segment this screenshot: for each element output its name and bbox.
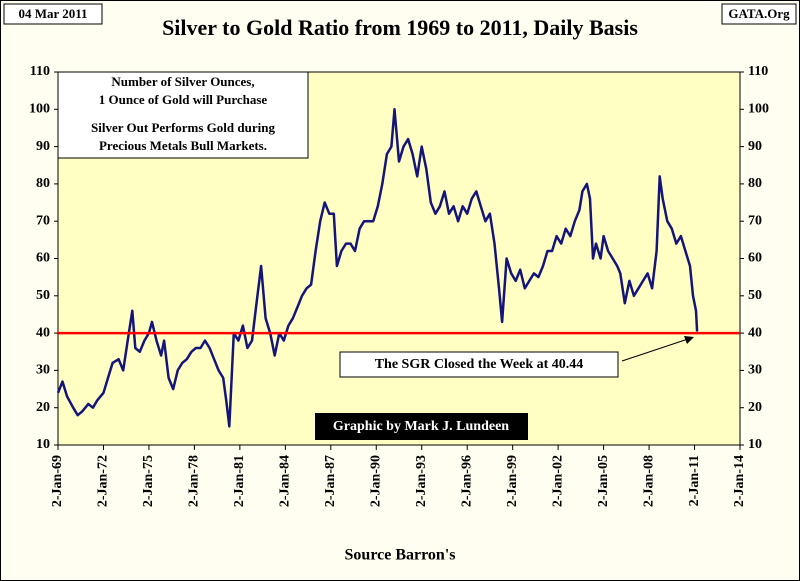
x-tick-label: 2-Jan-02 (550, 455, 565, 507)
y2-tick-label: 50 (748, 288, 762, 303)
x-tick-label: 2-Jan-99 (505, 455, 520, 507)
x-tick-label: 2-Jan-75 (141, 455, 156, 507)
y-tick-label: 100 (29, 102, 50, 117)
y-tick-label: 50 (36, 288, 50, 303)
y2-tick-label: 90 (748, 139, 762, 154)
x-tick-label: 2-Jan-84 (278, 455, 293, 507)
x-tick-label: 2-Jan-78 (187, 455, 202, 507)
x-tick-label: 2-Jan-96 (459, 455, 474, 507)
note-line: Number of Silver Ounces, (111, 74, 254, 89)
series-line (56, 108, 699, 428)
y2-tick-label: 10 (748, 437, 762, 452)
x-tick-label: 2-Jan-81 (232, 455, 247, 507)
site-box (721, 3, 797, 25)
x-axis-label: Source Barron's (345, 547, 456, 564)
x-tick-label: 2-Jan-93 (414, 455, 429, 507)
callout: The SGR Closed the Week at 40.44 (375, 357, 584, 372)
y-tick-label: 80 (36, 176, 50, 191)
y-tick-label: 110 (30, 64, 50, 79)
credit: Graphic by Mark J. Lundeen (333, 419, 509, 434)
date-label: 04 Mar 2011 (18, 6, 87, 21)
x-tick-label: 2-Jan-69 (50, 455, 65, 507)
y2-tick-label: 80 (748, 176, 762, 191)
y2-tick-label: 40 (748, 325, 762, 340)
y2-tick-label: 20 (748, 400, 762, 415)
site-label: GATA.Org (728, 6, 790, 21)
y2-tick-label: 100 (748, 102, 769, 117)
note-box (57, 71, 309, 159)
x-tick-label: 2-Jan-72 (96, 455, 111, 507)
note-line: Silver Out Performs Gold during (91, 120, 275, 135)
callout-arrow (621, 338, 689, 362)
callout-box (339, 351, 619, 378)
y2-tick-label: 70 (748, 213, 762, 228)
x-tick-label: 2-Jan-90 (368, 455, 383, 507)
y-tick-label: 60 (36, 251, 50, 266)
y-tick-label: 70 (36, 213, 50, 228)
chart-title: Silver to Gold Ratio from 1969 to 2011, … (162, 15, 638, 40)
y-tick-label: 90 (36, 139, 50, 154)
x-tick-label: 2-Jan-87 (323, 455, 338, 507)
y-tick-label: 20 (36, 400, 50, 415)
y-tick-label: 30 (36, 363, 50, 378)
y2-tick-label: 60 (748, 251, 762, 266)
x-tick-label: 2-Jan-11 (687, 455, 702, 506)
date-box (3, 3, 103, 25)
note-line: 1 Ounce of Gold will Purchase (99, 92, 268, 107)
x-tick-label: 2-Jan-08 (641, 455, 656, 507)
callout-arrowhead (684, 336, 694, 344)
note-line: Precious Metals Bull Markets. (99, 138, 267, 153)
y-tick-label: 10 (36, 437, 50, 452)
y2-tick-label: 110 (748, 64, 768, 79)
credit-box (315, 413, 528, 440)
y-tick-label: 40 (36, 325, 50, 340)
x-tick-label: 2-Jan-14 (732, 455, 747, 507)
y2-tick-label: 30 (748, 363, 762, 378)
x-tick-label: 2-Jan-05 (596, 455, 611, 507)
